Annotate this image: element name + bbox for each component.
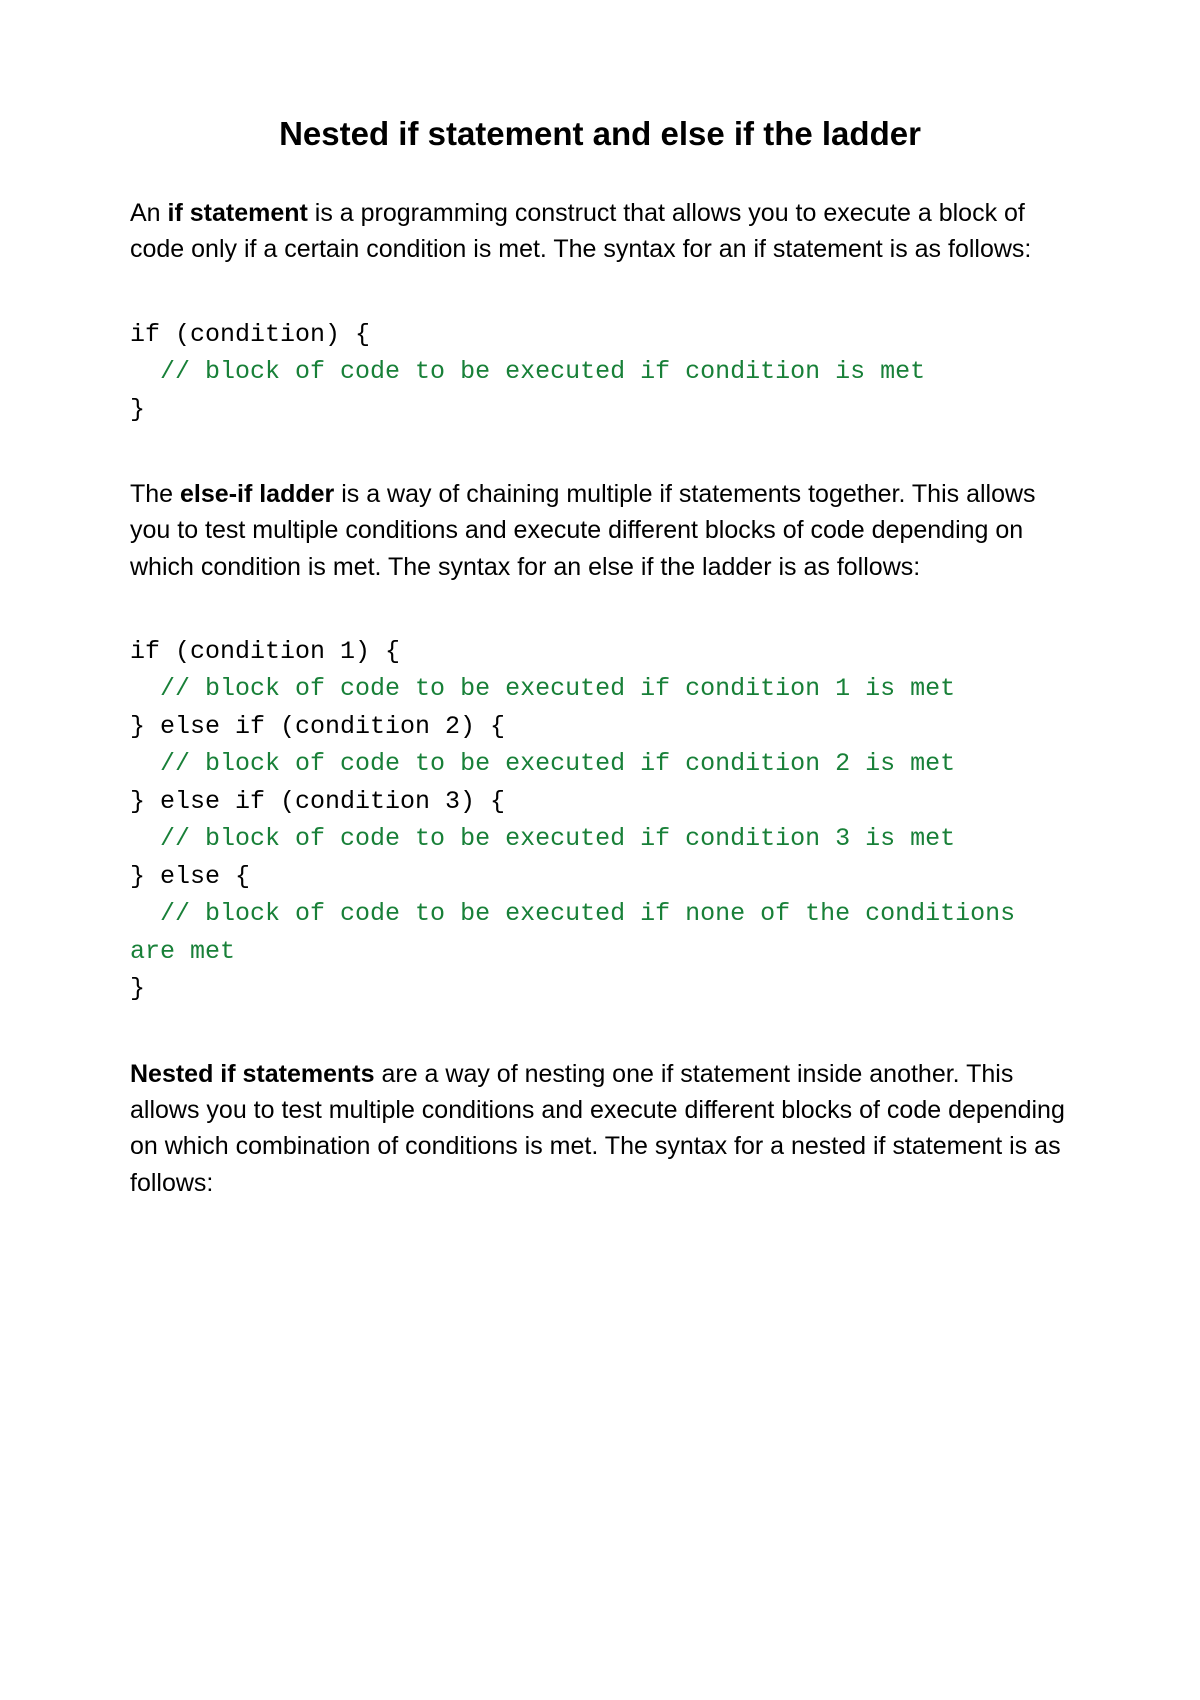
code-line: if (condition 1) { [130,637,400,666]
intro-paragraph-2: The else-if ladder is a way of chaining … [130,476,1070,585]
code-comment: // block of code to be executed if condi… [160,824,955,853]
code-line: } else if (condition 3) { [130,787,505,816]
code-line: } [130,395,145,424]
code-indent [130,674,160,703]
code-comment: // block of code to be executed if condi… [160,674,955,703]
bold-term-if-statement: if statement [168,199,308,227]
code-comment: // block of code to be executed if condi… [160,357,925,386]
intro-paragraph-1: An if statement is a programming constru… [130,195,1070,268]
code-block-else-if-ladder: if (condition 1) { // block of code to b… [130,633,1070,1008]
code-line: } [130,974,145,1003]
text-prefix: An [130,199,168,227]
code-line: if (condition) { [130,320,370,349]
code-indent [130,899,160,928]
code-comment: // block of code to be executed if none … [130,899,1030,966]
text-prefix: The [130,480,180,508]
code-line: } else { [130,862,250,891]
bold-term-nested-if: Nested if statements [130,1060,375,1088]
intro-paragraph-3: Nested if statements are a way of nestin… [130,1056,1070,1201]
code-indent [130,749,160,778]
code-indent [130,357,160,386]
code-indent [130,824,160,853]
code-line: } else if (condition 2) { [130,712,505,741]
code-comment: // block of code to be executed if condi… [160,749,955,778]
code-block-if: if (condition) { // block of code to be … [130,316,1070,429]
bold-term-else-if-ladder: else-if ladder [180,480,334,508]
page-title: Nested if statement and else if the ladd… [130,115,1070,153]
